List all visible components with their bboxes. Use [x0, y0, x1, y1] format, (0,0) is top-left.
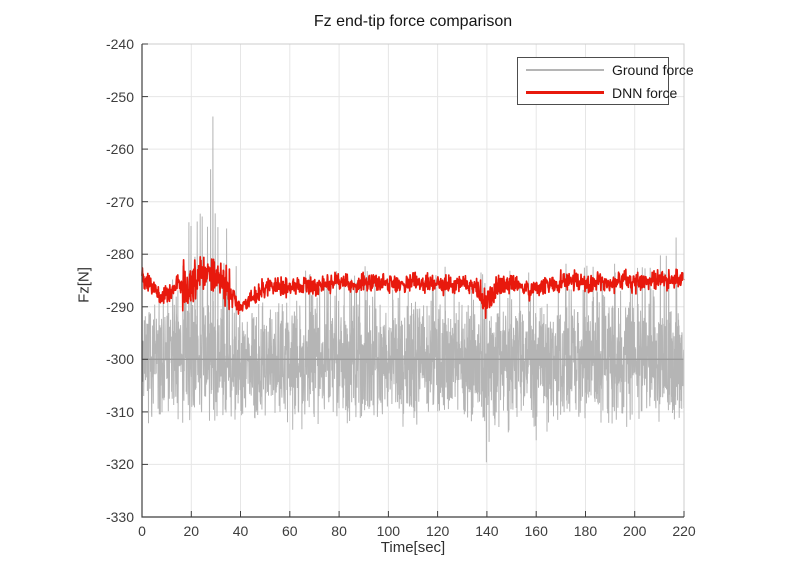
x-tick-label: 60 [282, 523, 298, 539]
legend-item-ground-force: Ground force [526, 62, 694, 78]
legend-label-ground: Ground force [612, 61, 694, 78]
y-tick-label: -280 [105, 246, 134, 263]
y-tick-label: -330 [105, 509, 134, 525]
x-tick-label: 80 [331, 523, 347, 539]
x-tick-label: 160 [524, 523, 548, 539]
x-tick-labels: 0 20 40 60 80 100 120 140 160 180 200 220 [0, 523, 800, 543]
chart-title: Fz end-tip force comparison [313, 13, 513, 30]
legend-label-dnn: DNN force [612, 84, 678, 101]
x-tick-label: 200 [623, 523, 647, 539]
x-tick-label: 100 [376, 523, 401, 539]
y-tick-label: -250 [105, 88, 134, 105]
y-tick-label: -260 [105, 141, 134, 158]
x-tick-label: 20 [183, 523, 200, 539]
y-tick-labels: -330 -320 -310 -300 -290 -280 -270 -260 -250 -240 [86, 0, 134, 579]
legend-item-dnn-force: DNN force [526, 85, 677, 101]
legend-line-sample-ground [526, 68, 604, 71]
y-tick-label: -240 [105, 36, 134, 52]
x-tick-label: 220 [672, 523, 696, 539]
y-tick-label: -270 [105, 193, 134, 210]
x-tick-label: 120 [425, 523, 450, 539]
x-tick-label: 140 [475, 523, 499, 539]
x-tick-label: 0 [138, 523, 146, 539]
x-tick-label: 180 [573, 523, 598, 539]
legend: Ground force DNN force [517, 57, 694, 105]
y-tick-label: -300 [105, 351, 134, 368]
legend-line-sample-dnn [526, 91, 604, 94]
y-tick-label: -320 [105, 456, 134, 473]
y-tick-label: -290 [105, 298, 134, 315]
y-tick-label: -310 [105, 403, 134, 420]
x-axis-label: Time[sec] [380, 539, 446, 556]
x-tick-label: 40 [232, 523, 249, 539]
